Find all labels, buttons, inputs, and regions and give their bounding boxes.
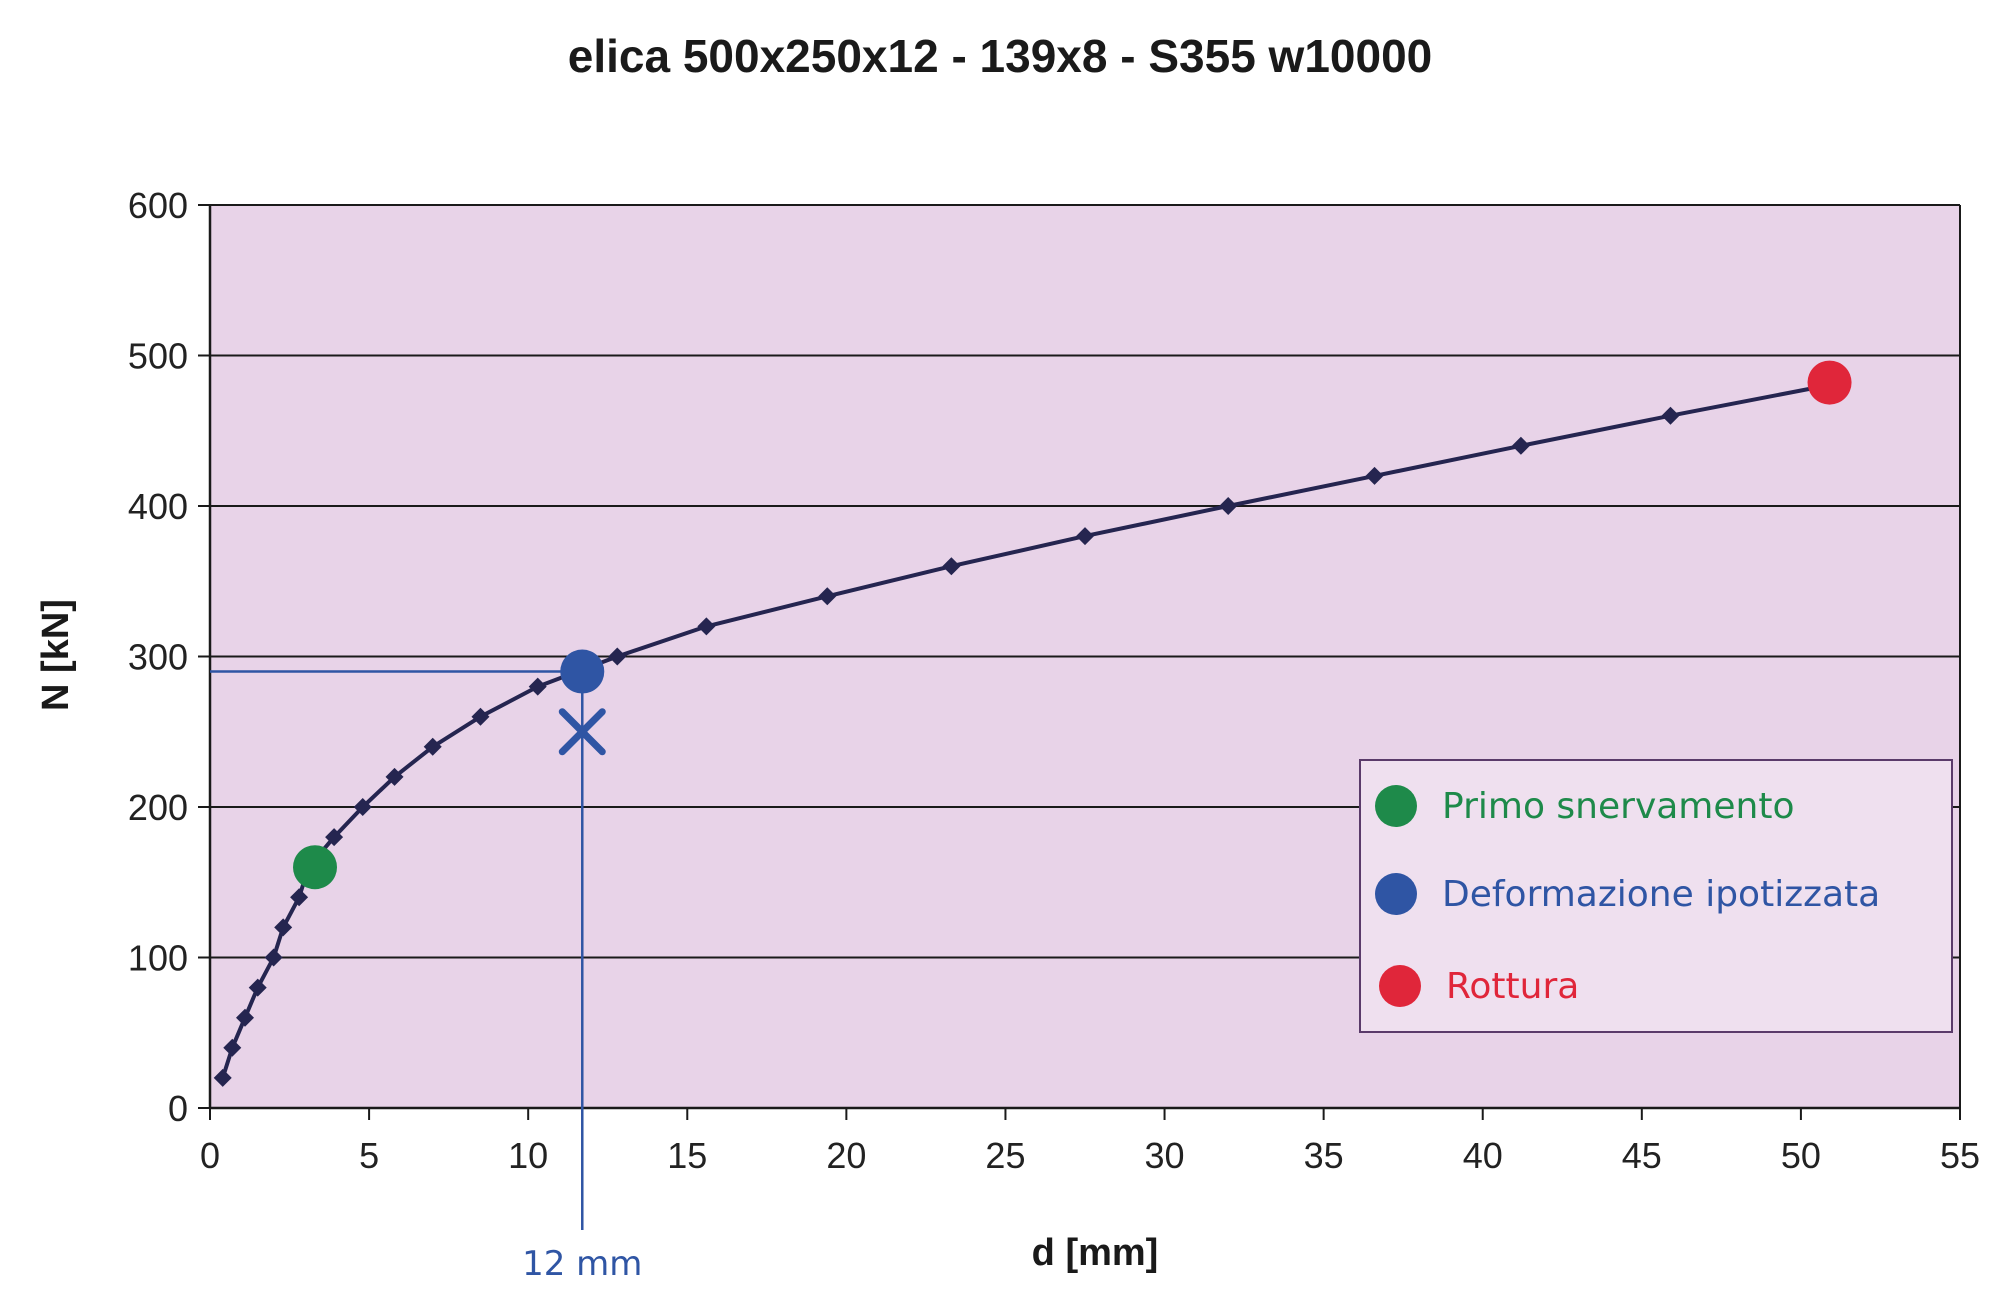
data-point: [385, 767, 404, 786]
highlight-points: [293, 360, 1852, 890]
x-tick-label: 5: [359, 1135, 379, 1176]
y-tick-label: 500: [128, 336, 188, 377]
y-tick-label: 100: [128, 938, 188, 979]
x-tick-label: 45: [1622, 1135, 1662, 1176]
legend-box: [1359, 759, 1953, 1033]
data-point: [1511, 436, 1530, 455]
data-point: [818, 587, 837, 606]
annotation-12mm: 12 mm: [522, 1244, 642, 1284]
legend-label-rottura: Rottura: [1446, 966, 1579, 1007]
data-point: [248, 978, 267, 997]
legend-label-deformazione-ipotizzata: Deformazione ipotizzata: [1442, 874, 1880, 915]
legend-swatch-deformazione-ipotizzata: [1375, 873, 1417, 915]
data-point: [264, 948, 283, 967]
y-tick-label: 200: [128, 787, 188, 828]
y-axis-label: N [kN]: [35, 599, 77, 711]
data-point: [325, 828, 344, 847]
y-tick-label: 600: [128, 185, 188, 226]
y-tick-label: 0: [168, 1088, 188, 1129]
data-point: [223, 1038, 242, 1057]
y-tick-label: 400: [128, 486, 188, 527]
highlight-point-rottura: [1807, 360, 1852, 405]
x-tick-label: 20: [826, 1135, 866, 1176]
data-point: [1076, 527, 1094, 546]
data-point: [1661, 406, 1680, 425]
data-point: [697, 617, 716, 636]
x-tick-label: 40: [1463, 1135, 1503, 1176]
chart-title: elica 500x250x12 - 139x8 - S355 w10000: [568, 30, 1433, 82]
y-tick-label: 300: [128, 637, 188, 678]
x-tick-label: 10: [508, 1135, 548, 1176]
x-tick-label: 30: [1145, 1135, 1185, 1176]
legend: Primo snervamento Deformazione ipotizzat…: [1359, 759, 1953, 1033]
data-point: [213, 1068, 232, 1087]
data-point: [290, 888, 309, 907]
gridlines: [210, 204, 1960, 959]
x-tick-label: 25: [985, 1135, 1025, 1176]
axes: [198, 204, 1961, 1120]
x-marker-stroke: [558, 708, 606, 756]
data-point: [353, 798, 372, 816]
legend-label-primo-snervamento: Primo snervamento: [1442, 786, 1794, 827]
legend-swatch-rottura: [1379, 965, 1421, 1007]
highlight-point-deformazione-ipotizzata: [560, 649, 605, 694]
x-tick-label: 55: [1940, 1135, 1980, 1176]
data-point: [423, 737, 442, 756]
data-point: [1219, 497, 1238, 515]
x-tick-label: 35: [1304, 1135, 1344, 1176]
reference-lines: [210, 670, 584, 1230]
data-point: [528, 677, 547, 696]
legend-swatch-primo-snervamento: [1375, 785, 1417, 827]
highlight-point-primo-snervamento: [293, 845, 337, 890]
x-tick-label: 0: [200, 1135, 220, 1176]
tick-labels: 0 100 200 300 400 500 600 0 5 10 15 20 25 30 35 40 45 50 5…: [128, 185, 1980, 1176]
data-point: [274, 918, 293, 937]
data-point: [942, 557, 961, 576]
x-axis-label: d [mm]: [1032, 1232, 1159, 1274]
data-point: [236, 1008, 254, 1027]
x-tick-label: 50: [1781, 1135, 1821, 1176]
x-tick-label: 15: [667, 1135, 707, 1176]
data-point: [471, 707, 490, 726]
data-point: [608, 647, 627, 666]
data-point: [1365, 466, 1384, 485]
